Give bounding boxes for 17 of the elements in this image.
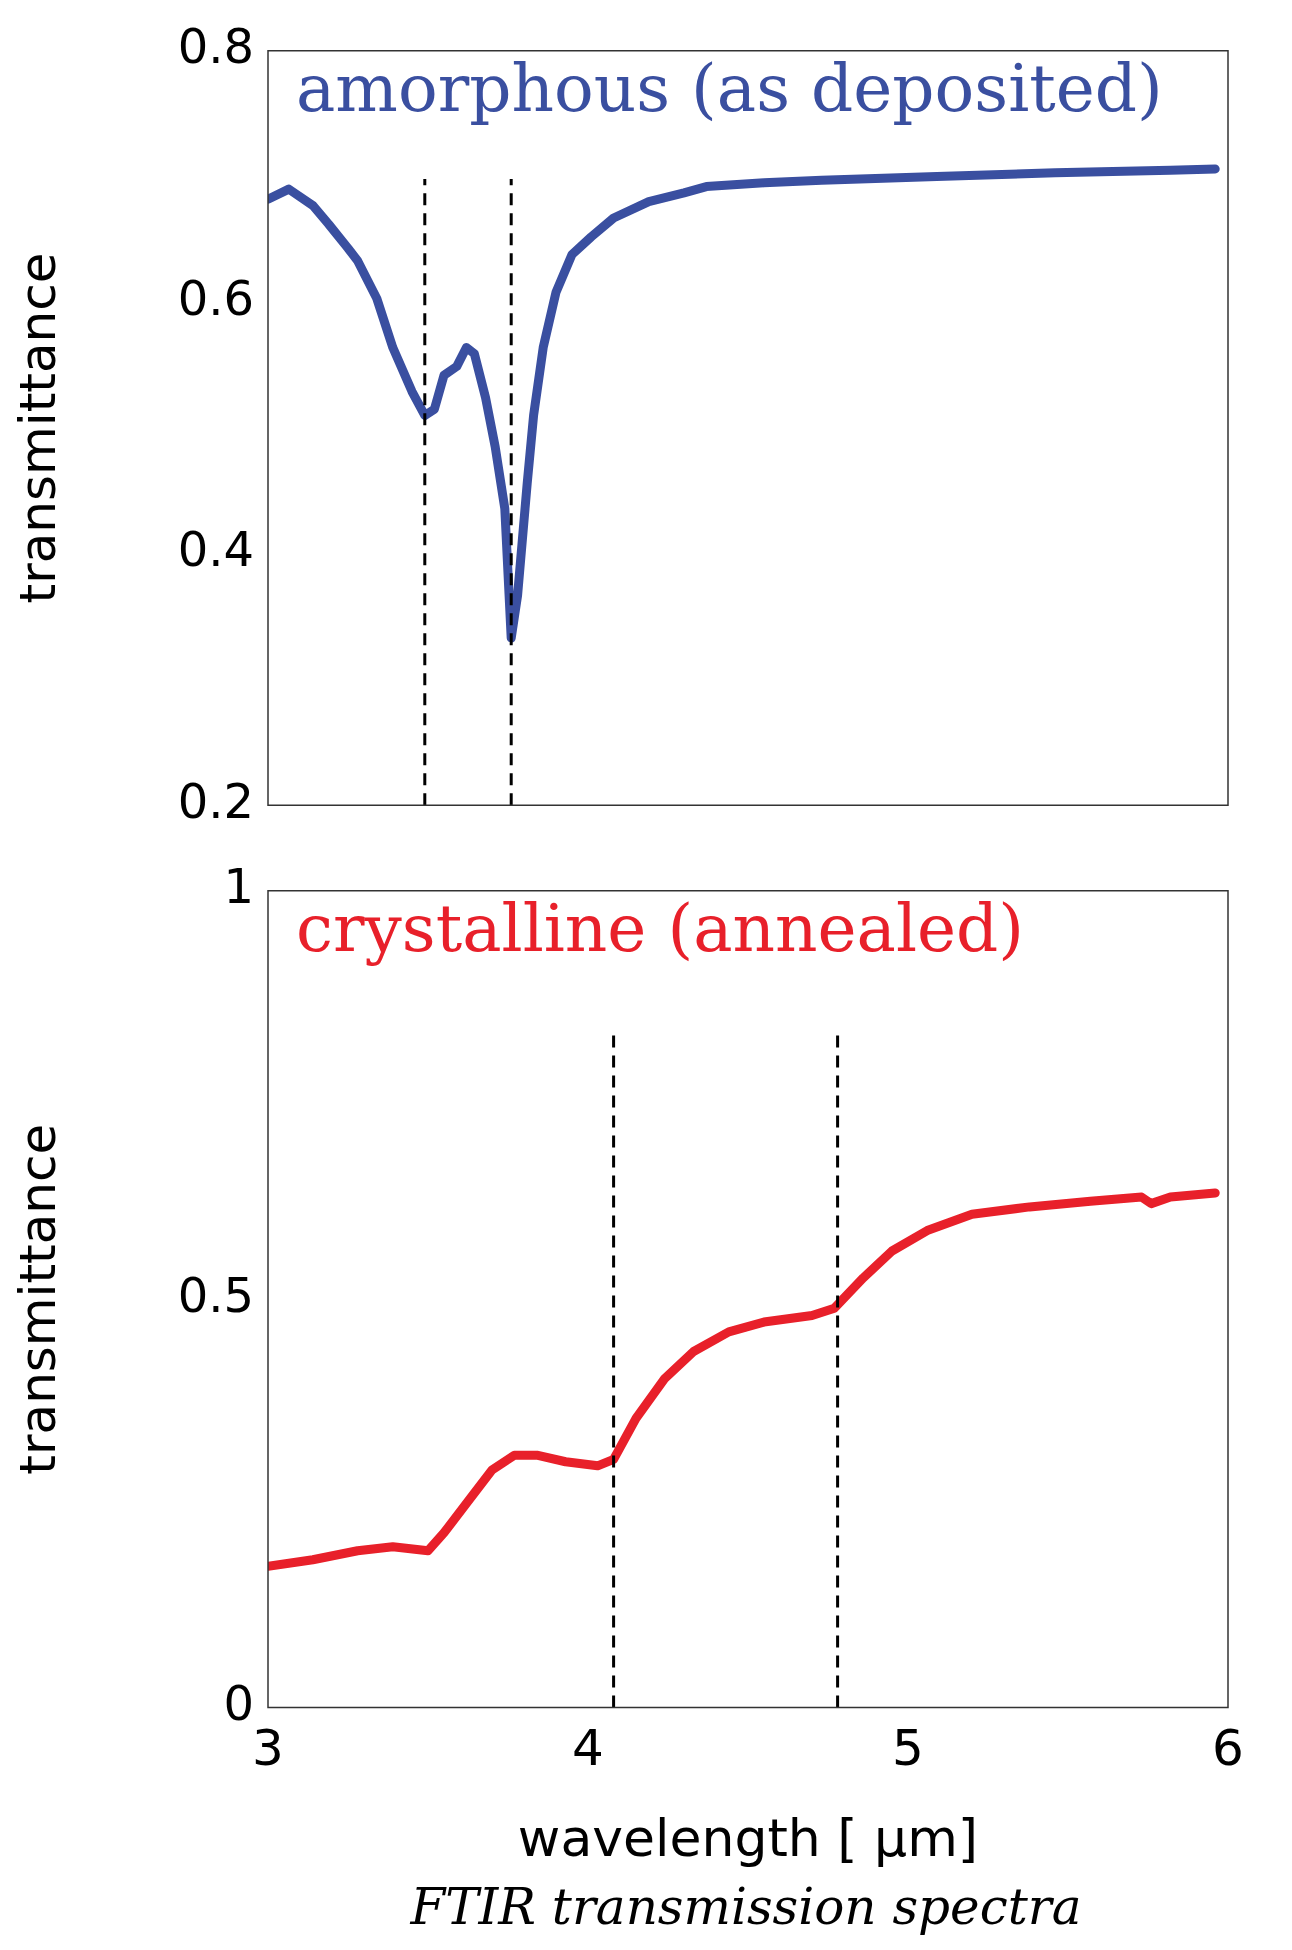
y-tick-label: 0.6 (177, 269, 254, 326)
x-tick-label: 6 (1212, 1718, 1244, 1777)
x-tick-label: 4 (572, 1718, 604, 1777)
chart-title: crystalline (annealed) (296, 889, 1025, 967)
y-tick-label: 0 (223, 1675, 254, 1732)
x-axis-title: wavelength [ μm] (517, 1808, 979, 1869)
chart-title: amorphous (as deposited) (296, 49, 1163, 127)
y-tick-label: 1 (223, 858, 254, 915)
y-axis-title: transmittance (8, 252, 67, 604)
text: FTIR transmission spectra (409, 1878, 1083, 1936)
y-tick-label: 0.2 (177, 772, 254, 829)
y-tick-label: 0.5 (177, 1266, 254, 1323)
x-tick-label: 3 (252, 1718, 284, 1777)
y-tick-label: 0.4 (177, 521, 254, 578)
y-tick-label: 0.8 (177, 18, 254, 75)
x-tick-label: 5 (892, 1718, 924, 1777)
y-axis-title: transmittance (8, 1123, 67, 1475)
